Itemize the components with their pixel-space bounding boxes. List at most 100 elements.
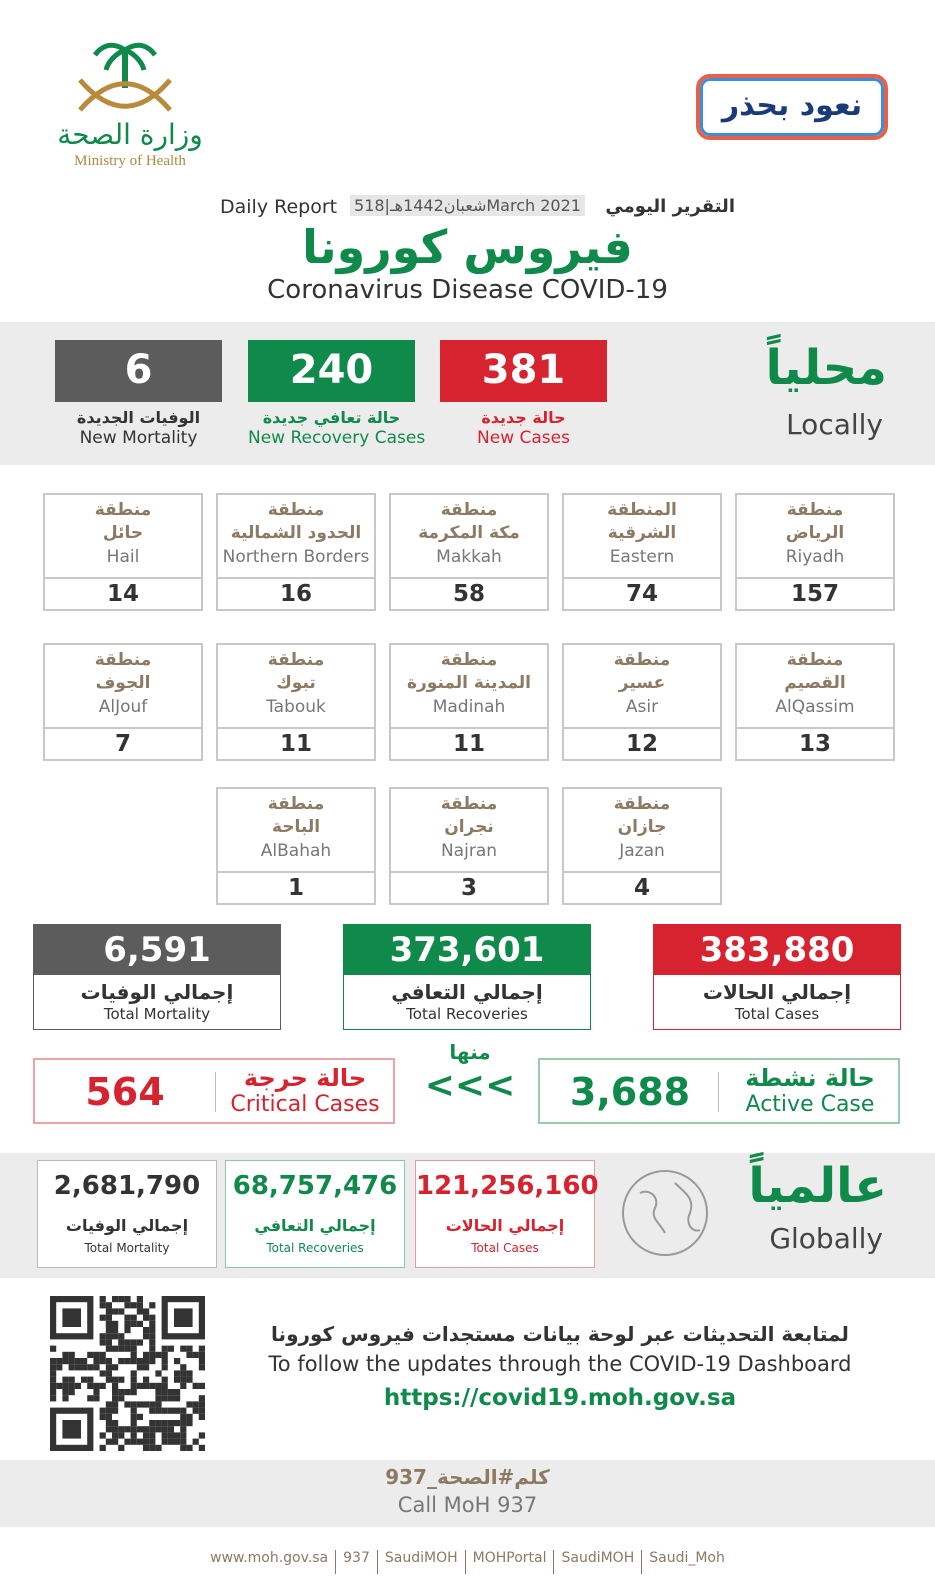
region-name-en: Jazan [619,841,665,861]
qr-module [161,1382,168,1389]
qr-module [167,1345,174,1352]
region-card: منطقة مكة المكرمة Makkah 58 [389,493,549,611]
footer-link[interactable]: www.moh.gov.sa [210,1550,329,1566]
local-stat-box: 240 [248,340,415,402]
total-card: 6,591 إجمالي الوفيات Total Mortality [33,924,281,1030]
qr-module [161,1395,168,1402]
qr-module [62,1358,69,1365]
qr-module [118,1308,125,1315]
qr-module [186,1413,193,1420]
qr-module [180,1345,187,1352]
local-stat-label-en: New Cases [477,428,570,448]
total-label-en: Total Mortality [103,1005,211,1023]
qr-module [93,1364,100,1371]
qr-module [62,1376,69,1383]
footer-link[interactable]: SaudiMOH [376,1550,465,1574]
follow-url: https://covid19.moh.gov.sa [383,1385,737,1411]
region-prefix: منطقة [267,500,325,520]
footer-link[interactable]: MOHPortal [464,1550,554,1574]
total-header [34,925,280,975]
qr-module [93,1351,100,1358]
region-name-ar: الحدود الشمالية [230,523,362,543]
local-stat-label-en: New Mortality [79,428,198,448]
region-value: 157 [790,581,839,607]
qr-module [130,1432,137,1439]
local-stat-box: 381 [440,340,607,402]
footer-link[interactable]: Saudi_Moh [641,1550,732,1574]
qr-module [149,1314,156,1321]
ministry-ar: وزارة الصحة [57,118,203,151]
region-value: 14 [106,581,139,607]
qr-module [124,1339,131,1346]
qr-module [149,1407,156,1414]
qr-module [62,1420,81,1439]
local-stat-label-en: New Recovery Cases [248,428,426,448]
qr-module [130,1401,137,1408]
region-name-en: Asir [625,697,659,717]
qr-module [174,1358,181,1365]
region-name-en: Hail [106,547,140,567]
qr-module [118,1389,125,1396]
qr-module [105,1358,112,1365]
footer-link[interactable]: SaudiMOH [553,1550,641,1574]
qr-module [130,1314,137,1321]
call-ar: كلم#الصحة_937 [385,1465,550,1489]
region-name-ar: الباحة [271,817,321,837]
active-label-en: Active Case [745,1092,875,1117]
qr-module [112,1327,119,1334]
qr-module [112,1432,119,1439]
qr-module [68,1364,75,1371]
region-value: 74 [625,581,658,607]
report-en: Daily Report [220,196,338,218]
qr-module [93,1382,100,1389]
qr-module [87,1395,94,1402]
qr-module [198,1395,205,1402]
qr-module [62,1308,81,1327]
qr-module [143,1314,150,1321]
qr-module [105,1333,112,1340]
region-value: 11 [452,731,485,757]
qr-module [149,1426,156,1433]
global-label-en: Total Recoveries [266,1241,364,1255]
global-label-ar: إجمالي التعافي [254,1216,376,1235]
qr-module [180,1376,187,1383]
qr-module [105,1376,112,1383]
footer-link[interactable]: 937 [335,1550,377,1574]
region-card: منطقة تبوك Tabouk 11 [216,643,376,761]
qr-module [161,1345,168,1352]
region-divider [391,577,547,579]
region-value: 12 [625,731,658,757]
qr-module [50,1376,57,1383]
qr-module [124,1320,131,1327]
qr-module [180,1432,187,1439]
qr-module [149,1444,156,1451]
active-divider [718,1072,719,1112]
qr-module [105,1314,112,1321]
qr-module [56,1364,63,1371]
region-name-ar: مكة المكرمة [418,523,520,543]
qr-module [167,1420,174,1427]
qr-module [186,1345,193,1352]
total-header [344,925,590,975]
qr-module [112,1395,119,1402]
qr-module [124,1302,131,1309]
qr-module [130,1370,137,1377]
qr-module [105,1308,112,1315]
qr-module [93,1395,100,1402]
qr-module [112,1389,119,1396]
qr-module [130,1413,137,1420]
qr-module [155,1382,162,1389]
qr-module [143,1444,150,1451]
local-stat-label-ar: حالة جديدة [481,408,566,427]
region-card: منطقة جازان Jazan 4 [562,787,722,905]
qr-module [167,1395,174,1402]
qr-module [143,1426,150,1433]
qr-module [130,1339,137,1346]
region-name-en: Eastern [609,547,675,567]
qr-module [155,1389,162,1396]
qr-module [118,1426,125,1433]
region-name-en: AlBahah [260,841,332,861]
qr-module [186,1444,193,1451]
qr-module [130,1320,137,1327]
local-stat-value: 381 [481,347,566,393]
